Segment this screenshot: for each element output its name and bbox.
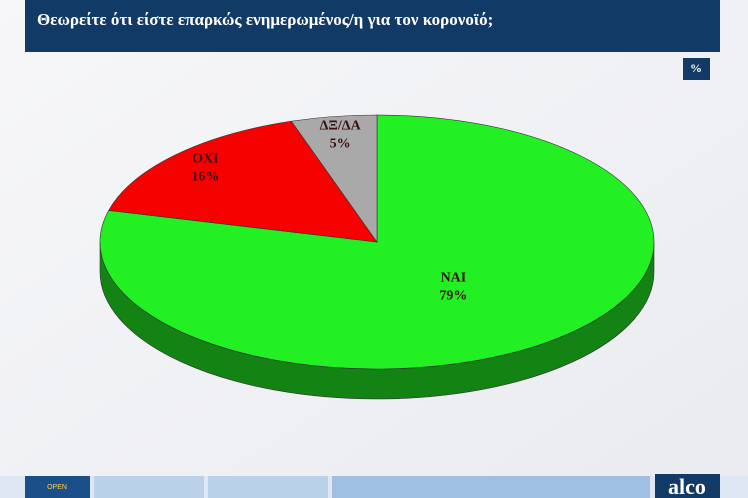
channel-logo: OPEN	[47, 484, 67, 491]
footer-block	[332, 476, 650, 498]
pollster-logo: alco	[668, 474, 706, 498]
footer-block	[208, 476, 328, 498]
channel-logo-box	[25, 476, 90, 498]
footer-block	[94, 476, 204, 498]
value-label: 79%	[439, 288, 467, 303]
unit-badge-box	[683, 58, 710, 80]
pie-slice	[99, 114, 655, 370]
slice-label: ΝΑΙ	[441, 270, 467, 285]
pollster-logo-box	[655, 474, 720, 498]
pie-slice	[290, 114, 378, 243]
slice-label: ΔΞ/ΔΑ	[320, 119, 362, 134]
value-label: 5%	[330, 137, 351, 152]
chart-title: Θεωρείτε ότι είστε επαρκώς ενημερωμένος/…	[37, 10, 493, 29]
title-bar	[25, 0, 720, 52]
pie-slice	[108, 120, 378, 243]
unit-badge: %	[690, 61, 702, 75]
slice-label: ΟΧΙ	[192, 151, 218, 166]
pie: ΝΑΙ 79% ΟΧΙ 16% ΔΞ/ΔΑ 5%	[99, 114, 655, 400]
value-label: 16%	[191, 169, 219, 184]
